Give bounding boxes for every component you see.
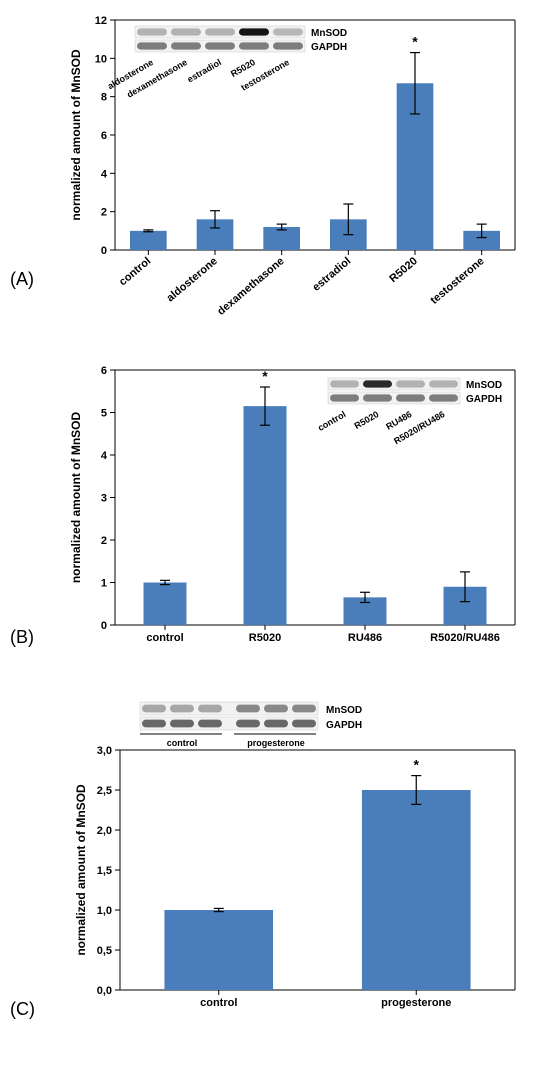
svg-text:5: 5 bbox=[101, 408, 107, 420]
svg-text:normalized amount of MnSOD: normalized amount of MnSOD bbox=[74, 784, 88, 956]
svg-text:progesterone: progesterone bbox=[381, 997, 451, 1009]
panel-c-svg: 0,0 0,5 1,0 1,5 2,0 2,5 3,0 normalized amount o… bbox=[65, 690, 535, 1020]
svg-text:control: control bbox=[117, 255, 153, 288]
svg-text:normalized amount of MnSOD: normalized amount of MnSOD bbox=[69, 412, 83, 584]
svg-text:2,5: 2,5 bbox=[97, 785, 112, 797]
svg-text:1,0: 1,0 bbox=[97, 905, 112, 917]
panel-b-chart: 0 1 2 3 4 5 6 normalized amount of MnSOD control… bbox=[65, 360, 547, 660]
svg-text:12: 12 bbox=[95, 15, 107, 27]
svg-text:2: 2 bbox=[101, 207, 107, 219]
svg-text:progesterone: progesterone bbox=[247, 738, 305, 748]
svg-text:normalized amount of MnSOD: normalized amount of MnSOD bbox=[69, 49, 83, 221]
panel-b-label: (B) bbox=[10, 627, 34, 648]
svg-text:0,5: 0,5 bbox=[97, 945, 112, 957]
svg-text:4: 4 bbox=[101, 450, 108, 462]
svg-text:*: * bbox=[414, 757, 420, 773]
panel-c-chart: 0,0 0,5 1,0 1,5 2,0 2,5 3,0 normalized amount o… bbox=[65, 690, 547, 1020]
svg-text:2,0: 2,0 bbox=[97, 825, 112, 837]
panel-a-label: (A) bbox=[10, 269, 34, 290]
svg-text:dexamethasone: dexamethasone bbox=[215, 255, 286, 318]
svg-text:R5020/RU486: R5020/RU486 bbox=[430, 632, 500, 644]
svg-text:3,0: 3,0 bbox=[97, 745, 112, 757]
svg-text:6: 6 bbox=[101, 130, 107, 142]
panel-a: (A) 0 2 4 6 8 10 12 normalized amount of MnSOD c… bbox=[10, 10, 547, 330]
svg-text:0: 0 bbox=[101, 620, 107, 632]
figure: (A) 024681012normalized amount of MnSODc… bbox=[0, 0, 557, 1070]
svg-text:R5020: R5020 bbox=[249, 632, 281, 644]
panel-a-chart: 0 2 4 6 8 10 12 normalized amount of MnSOD contr… bbox=[65, 10, 547, 330]
svg-text:0,0: 0,0 bbox=[97, 985, 112, 997]
svg-text:RU486: RU486 bbox=[348, 632, 382, 644]
panel-c-label: (C) bbox=[10, 999, 35, 1020]
svg-text:1,5: 1,5 bbox=[97, 865, 112, 877]
panel-b-svg: 0 1 2 3 4 5 6 normalized amount of MnSOD control… bbox=[65, 360, 535, 660]
svg-text:GAPDH: GAPDH bbox=[466, 394, 502, 405]
svg-text:control: control bbox=[146, 632, 183, 644]
svg-text:testosterone: testosterone bbox=[428, 255, 486, 307]
svg-text:*: * bbox=[412, 34, 418, 50]
svg-text:MnSOD: MnSOD bbox=[466, 380, 502, 391]
svg-text:aldosterone: aldosterone bbox=[164, 255, 219, 304]
svg-text:GAPDH: GAPDH bbox=[326, 720, 362, 731]
panel-c: (C) 0,0 0,5 1,0 1,5 2,0 2,5 3,0 normalized amou… bbox=[10, 690, 547, 1020]
svg-text:4: 4 bbox=[101, 168, 108, 180]
svg-text:R5020: R5020 bbox=[387, 255, 420, 285]
svg-text:0: 0 bbox=[101, 245, 107, 257]
svg-text:10: 10 bbox=[95, 53, 107, 65]
svg-text:1: 1 bbox=[101, 578, 107, 590]
svg-text:3: 3 bbox=[101, 493, 107, 505]
svg-text:estradiol: estradiol bbox=[310, 255, 353, 294]
panel-b: (B) 0 1 2 3 4 5 6 normalized amount of MnSOD con… bbox=[10, 360, 547, 660]
svg-text:6: 6 bbox=[101, 365, 107, 377]
svg-text:MnSOD: MnSOD bbox=[311, 28, 347, 39]
svg-text:control: control bbox=[200, 997, 237, 1009]
svg-text:GAPDH: GAPDH bbox=[311, 42, 347, 53]
svg-text:*: * bbox=[262, 368, 268, 384]
svg-text:8: 8 bbox=[101, 92, 107, 104]
svg-text:2: 2 bbox=[101, 535, 107, 547]
svg-text:MnSOD: MnSOD bbox=[326, 705, 362, 716]
svg-text:control: control bbox=[167, 738, 198, 748]
panel-a-svg: 0 2 4 6 8 10 12 normalized amount of MnSOD contr… bbox=[65, 10, 535, 330]
